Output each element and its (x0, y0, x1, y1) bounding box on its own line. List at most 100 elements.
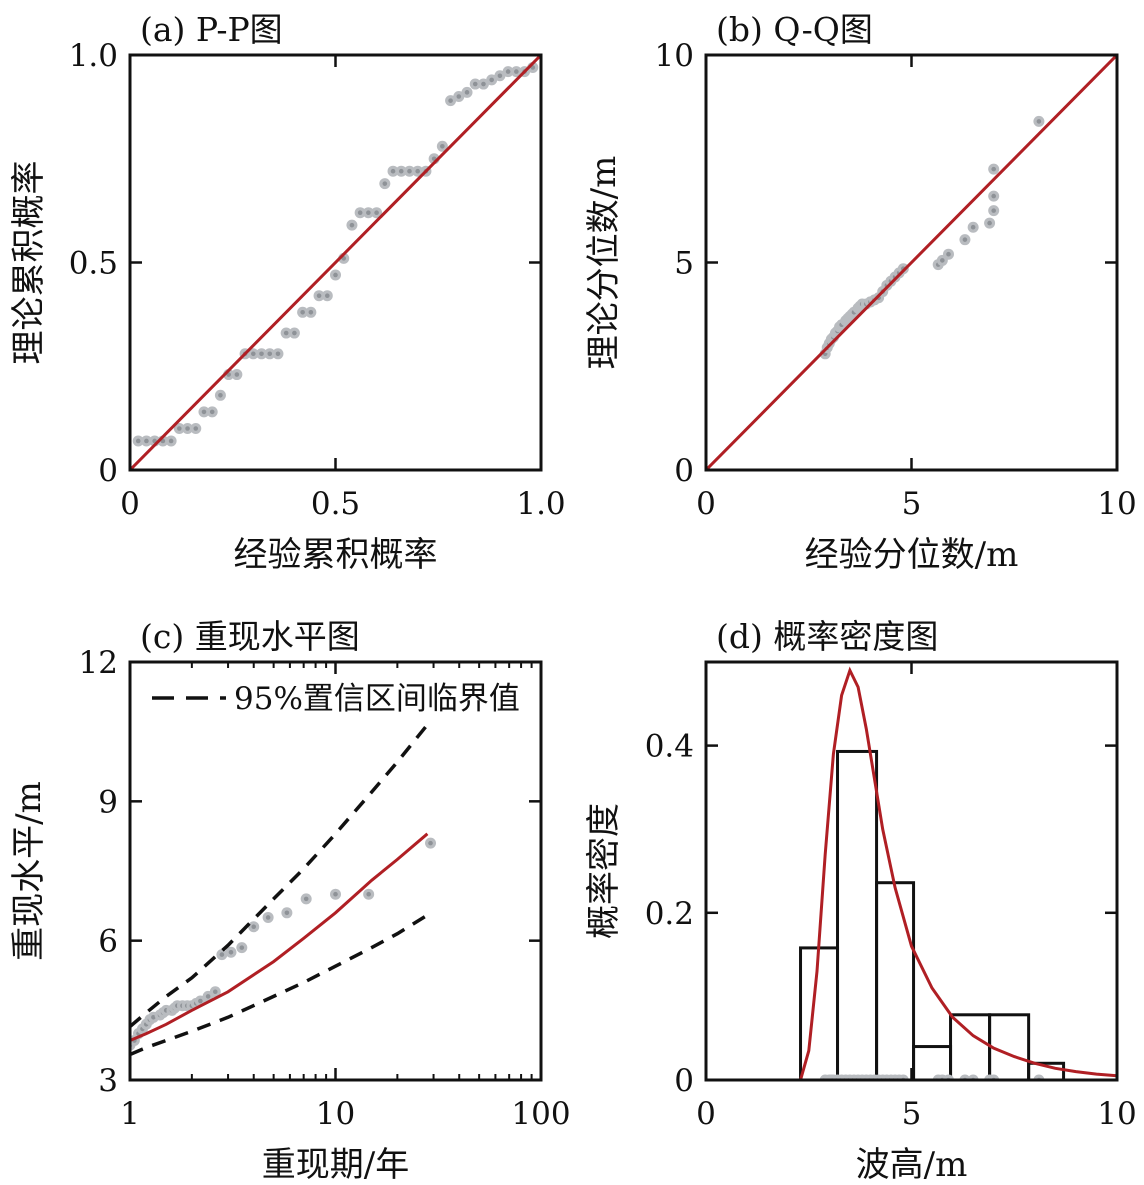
data-point (264, 348, 276, 360)
data-point (182, 423, 194, 434)
point-center (324, 293, 330, 299)
point-center (218, 393, 223, 398)
data-point (371, 207, 383, 219)
data-point (247, 348, 259, 360)
data-point (330, 888, 341, 900)
chart-title: (a) P-P图 (140, 10, 283, 49)
y-tick-label: 0 (674, 1063, 694, 1099)
point-center (198, 998, 203, 1004)
y-tick-label: 1.0 (69, 38, 118, 74)
data-point (395, 165, 407, 177)
x-tick-label: 10 (1097, 486, 1136, 522)
point-center (497, 73, 503, 79)
point-center (415, 168, 421, 174)
x-tick-label: 10 (1097, 1096, 1136, 1132)
pdf-curve (799, 666, 1117, 1080)
data-point (297, 306, 309, 318)
data-point (216, 949, 228, 961)
point-center (489, 77, 494, 83)
data-point (281, 907, 293, 919)
point-center (962, 237, 968, 242)
point-center (212, 989, 218, 995)
point-center (456, 94, 462, 99)
point-center (151, 1015, 156, 1020)
data-point (477, 78, 489, 90)
data-point (403, 165, 415, 177)
y-tick-label: 5 (674, 246, 694, 282)
x-tick-label: 5 (902, 1096, 922, 1132)
point-center (940, 258, 945, 263)
point-center (292, 330, 297, 336)
point-center (464, 90, 470, 95)
chart-title: (b) Q-Q图 (716, 10, 873, 49)
ci-line-upper (130, 723, 429, 1028)
histogram-bar (836, 749, 879, 1080)
y-tick-label: 9 (98, 784, 118, 820)
y-axis-label: 重现水平/m (9, 781, 49, 961)
y-tick-label: 12 (79, 645, 118, 681)
point-center (234, 372, 240, 377)
point-center (239, 945, 245, 950)
data-point (330, 269, 341, 281)
histogram-bar (875, 881, 916, 1080)
data-point (346, 219, 358, 231)
data-point (988, 163, 1000, 175)
data-point (209, 986, 221, 998)
data-point (140, 435, 152, 447)
y-axis-label: 理论累积概率 (9, 161, 49, 365)
x-tick-label: 0.5 (311, 486, 360, 522)
data-point (984, 217, 996, 229)
x-axis-label: 经验累积概率 (234, 535, 438, 575)
point-center (209, 409, 215, 415)
data-point (248, 921, 260, 933)
x-tick-label: 0 (696, 486, 716, 522)
data-point (321, 290, 333, 302)
point-center (284, 910, 290, 916)
point-center (193, 426, 199, 431)
point-center (144, 438, 149, 444)
histogram-bar (1027, 1061, 1066, 1080)
y-tick-label: 3 (98, 1063, 118, 1099)
plot-frame (704, 660, 1119, 1082)
x-tick-label: 10 (316, 1096, 355, 1132)
point-center (472, 81, 478, 87)
y-tick-label: 0.4 (645, 729, 694, 765)
data-point (362, 207, 374, 219)
data-point (1033, 115, 1045, 127)
point-center (316, 293, 322, 299)
legend: 95%置信区间临界值 (152, 681, 520, 717)
point-center (168, 438, 174, 444)
point-center (308, 310, 314, 315)
x-axis-label: 波高/m (856, 1145, 968, 1185)
point-center (185, 426, 190, 431)
y-tick-label: 6 (98, 924, 118, 960)
point-center (251, 924, 257, 930)
data-point (280, 327, 292, 339)
x-axis-label: 经验分位数/m (805, 535, 1019, 575)
x-tick-label: 0 (120, 486, 140, 522)
y-tick-label: 0.2 (645, 896, 694, 932)
point-center (135, 438, 141, 444)
plot-frame (128, 660, 543, 1082)
data-point (959, 234, 971, 246)
legend-label: 95%置信区间临界值 (234, 681, 520, 717)
data-point (190, 423, 202, 434)
data-point (214, 389, 226, 401)
plot-area (130, 55, 541, 470)
point-center (946, 251, 951, 257)
y-axis-label: 理论分位数/m (584, 156, 624, 370)
y-tick-label: 0.5 (69, 246, 118, 282)
data-point (262, 911, 274, 923)
x-tick-label: 0 (696, 1096, 716, 1132)
point-center (228, 949, 234, 955)
data-point (132, 435, 144, 447)
data-point (942, 248, 954, 260)
y-axis-label: 概率密度 (584, 803, 624, 939)
point-center (219, 952, 225, 957)
point-center (440, 144, 445, 149)
data-point (173, 423, 185, 434)
point-center (428, 840, 433, 846)
point-center (991, 208, 996, 213)
point-center (267, 351, 273, 357)
